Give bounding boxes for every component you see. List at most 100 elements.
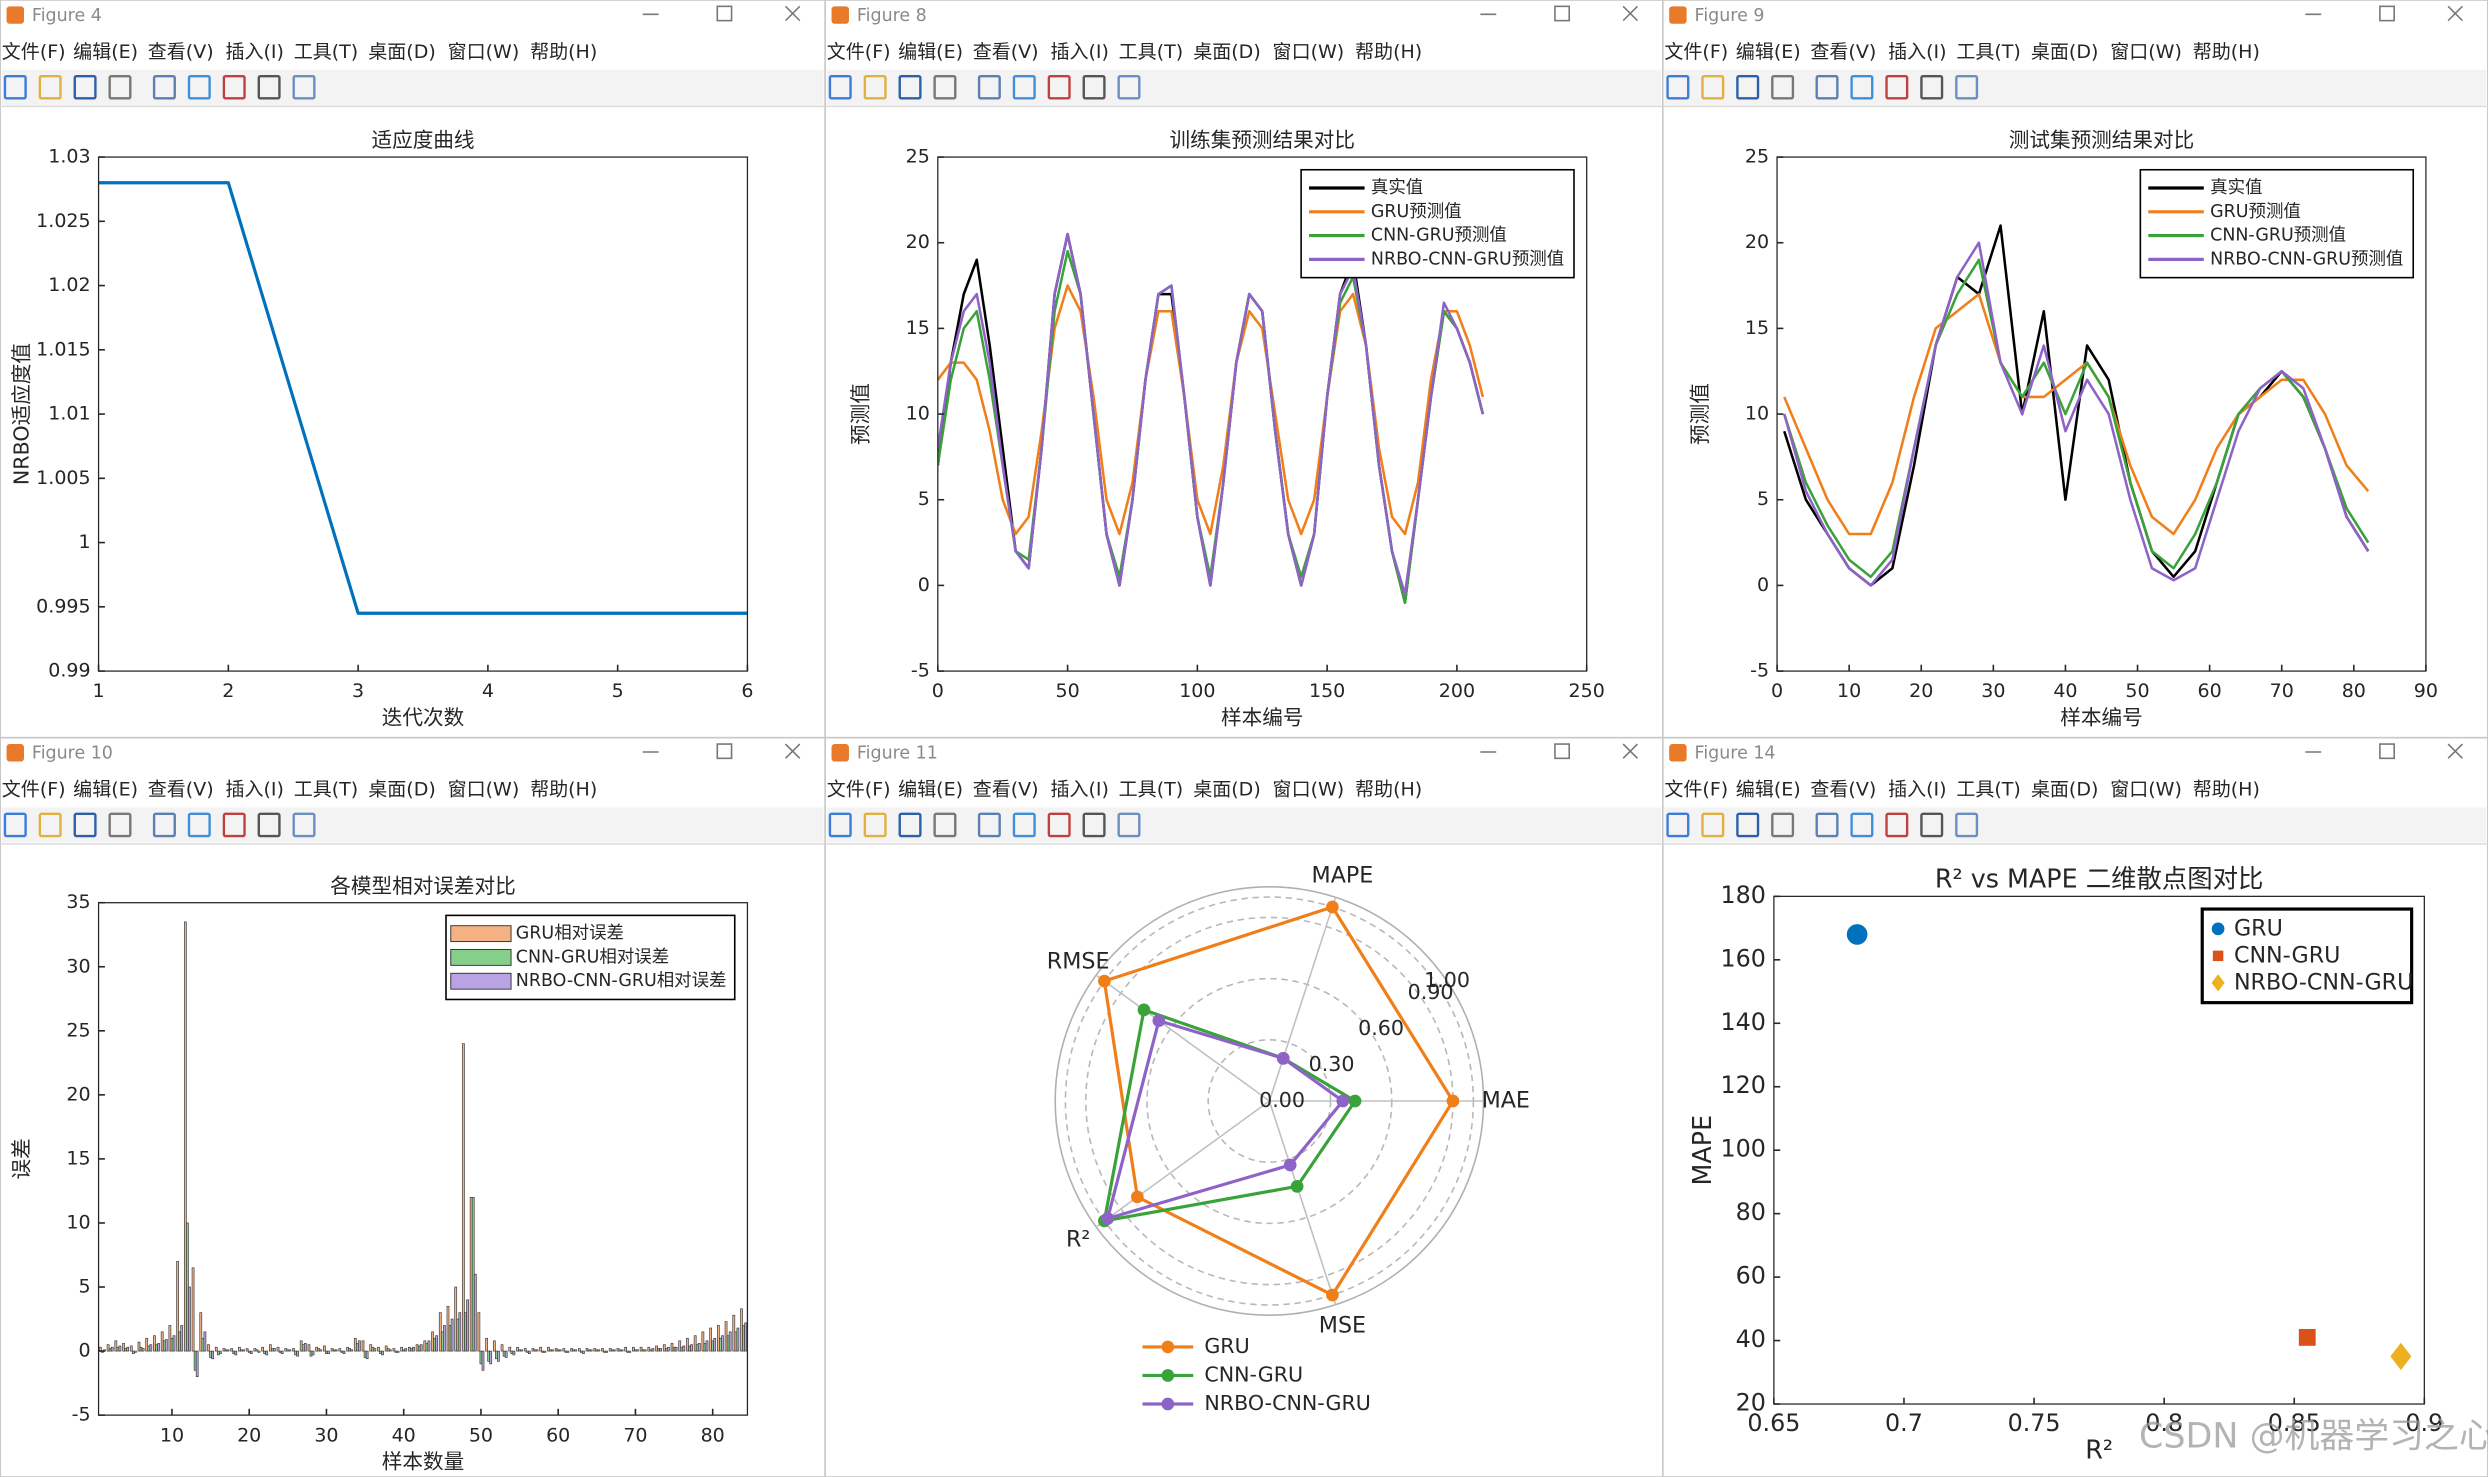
menu-item[interactable]: 帮助(H) [1355,41,1422,63]
menu-item[interactable]: 文件(F) [1664,41,1728,63]
toolbar-button[interactable] [1736,812,1760,838]
maximize-button[interactable] [1554,743,1571,760]
toolbar-button[interactable] [1920,74,1944,100]
menu-item[interactable]: 工具(T) [1119,41,1183,63]
close-button[interactable] [1622,5,1639,22]
toolbar-button[interactable] [38,74,62,100]
close-button[interactable] [2447,743,2463,759]
toolbar-button[interactable] [1082,74,1106,100]
menu-item[interactable]: 查看(V) [973,779,1039,801]
toolbar-button[interactable] [187,812,211,838]
menu-item[interactable]: 查看(V) [973,41,1039,63]
toolbar-button[interactable] [257,74,281,100]
toolbar-button[interactable] [1666,74,1690,100]
close-button[interactable] [1622,743,1639,759]
toolbar-button[interactable] [1955,74,1979,100]
toolbar-button[interactable] [1701,74,1725,100]
toolbar-button[interactable] [292,74,316,100]
menu-item[interactable]: 工具(T) [294,779,358,801]
toolbar-button[interactable] [1920,812,1944,838]
menu-item[interactable]: 编辑(E) [898,41,963,63]
toolbar-button[interactable] [898,812,922,838]
menu-item[interactable]: 编辑(E) [1736,779,1801,801]
menu-item[interactable]: 插入(I) [225,779,283,801]
toolbar-button[interactable] [1736,74,1760,100]
menu-item[interactable]: 桌面(D) [368,779,436,801]
toolbar-button[interactable] [1047,812,1071,838]
toolbar-button[interactable] [1012,74,1036,100]
menu-item[interactable]: 编辑(E) [73,779,138,801]
toolbar-button[interactable] [1850,74,1874,100]
menu-item[interactable]: 桌面(D) [2031,41,2099,63]
maximize-button[interactable] [716,5,733,22]
toolbar-button[interactable] [152,74,176,100]
menu-item[interactable]: 工具(T) [294,41,358,63]
menu-item[interactable]: 窗口(W) [2110,779,2182,801]
menu-item[interactable]: 帮助(H) [2193,41,2260,63]
menu-item[interactable]: 工具(T) [1119,779,1183,801]
close-button[interactable] [2447,5,2463,22]
menu-item[interactable]: 桌面(D) [1193,41,1261,63]
maximize-button[interactable] [2379,743,2395,760]
toolbar-button[interactable] [933,74,957,100]
menu-item[interactable]: 帮助(H) [2193,779,2260,801]
maximize-button[interactable] [2379,5,2395,22]
menu-item[interactable]: 帮助(H) [1355,779,1422,801]
toolbar-button[interactable] [1117,74,1141,100]
toolbar-button[interactable] [1082,812,1106,838]
toolbar-button[interactable] [1850,812,1874,838]
menu-item[interactable]: 插入(I) [225,41,283,63]
menu-item[interactable]: 工具(T) [1956,779,2020,801]
toolbar-button[interactable] [108,812,132,838]
toolbar-button[interactable] [1047,74,1071,100]
toolbar-button[interactable] [1885,812,1909,838]
menu-item[interactable]: 查看(V) [148,41,214,63]
menu-item[interactable]: 文件(F) [2,779,66,801]
toolbar-button[interactable] [898,74,922,100]
toolbar-button[interactable] [1012,812,1036,838]
toolbar-button[interactable] [1771,74,1795,100]
toolbar-button[interactable] [73,74,97,100]
toolbar-button[interactable] [257,812,281,838]
toolbar-button[interactable] [108,74,132,100]
menu-item[interactable]: 文件(F) [827,41,891,63]
menu-item[interactable]: 查看(V) [1810,41,1876,63]
menu-item[interactable]: 窗口(W) [448,779,520,801]
menu-item[interactable]: 帮助(H) [530,779,597,801]
menu-item[interactable]: 工具(T) [1956,41,2020,63]
menu-item[interactable]: 帮助(H) [530,41,597,63]
menu-item[interactable]: 文件(F) [2,41,66,63]
toolbar-button[interactable] [828,74,852,100]
toolbar-button[interactable] [3,74,27,100]
menu-item[interactable]: 文件(F) [1664,779,1728,801]
menu-item[interactable]: 插入(I) [1888,41,1946,63]
menu-item[interactable]: 文件(F) [827,779,891,801]
menu-item[interactable]: 窗口(W) [1273,41,1345,63]
toolbar-button[interactable] [3,812,27,838]
toolbar-button[interactable] [73,812,97,838]
menu-item[interactable]: 桌面(D) [1193,779,1261,801]
menu-item[interactable]: 插入(I) [1050,41,1108,63]
toolbar-button[interactable] [222,812,246,838]
toolbar-button[interactable] [1885,74,1909,100]
toolbar-button[interactable] [1117,812,1141,838]
menu-item[interactable]: 桌面(D) [2031,779,2099,801]
toolbar-button[interactable] [1955,812,1979,838]
toolbar-button[interactable] [863,74,887,100]
toolbar-button[interactable] [152,812,176,838]
toolbar-button[interactable] [977,812,1001,838]
toolbar-button[interactable] [187,74,211,100]
menu-item[interactable]: 查看(V) [148,779,214,801]
menu-item[interactable]: 窗口(W) [448,41,520,63]
maximize-button[interactable] [1554,5,1571,22]
maximize-button[interactable] [716,743,733,760]
toolbar-button[interactable] [38,812,62,838]
toolbar-button[interactable] [1701,812,1725,838]
close-button[interactable] [784,5,801,22]
toolbar-button[interactable] [1666,812,1690,838]
menu-item[interactable]: 窗口(W) [1273,779,1345,801]
menu-item[interactable]: 编辑(E) [73,41,138,63]
close-button[interactable] [784,743,801,759]
toolbar-button[interactable] [977,74,1001,100]
toolbar-button[interactable] [863,812,887,838]
